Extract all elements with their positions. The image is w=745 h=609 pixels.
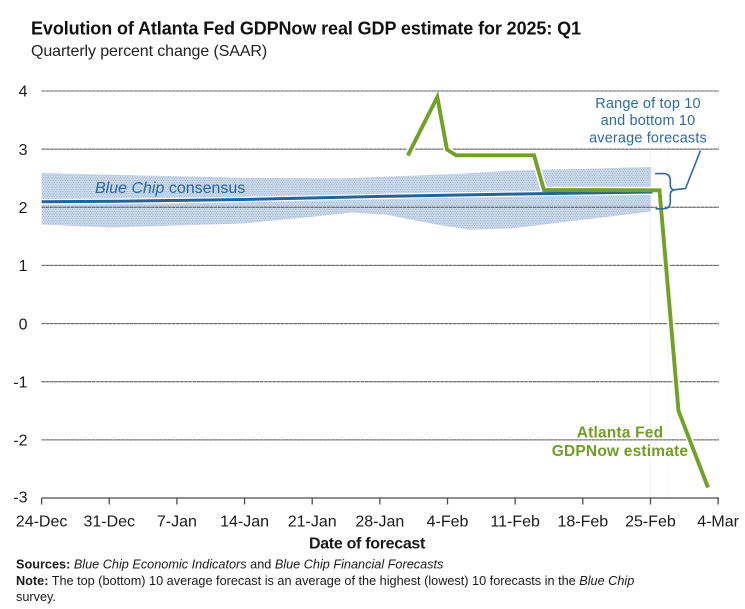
svg-text:-1: -1 — [13, 374, 27, 391]
svg-text:0: 0 — [19, 316, 28, 333]
svg-text:7-Jan: 7-Jan — [157, 514, 197, 531]
svg-text:Evolution of Atlanta Fed GDPNo: Evolution of Atlanta Fed GDPNow real GDP… — [31, 18, 581, 38]
svg-text:-3: -3 — [13, 489, 27, 506]
svg-text:28-Jan: 28-Jan — [355, 514, 404, 531]
svg-text:and bottom 10: and bottom 10 — [601, 113, 696, 129]
svg-text:Note: The top (bottom) 10 aver: Note: The top (bottom) 10 average foreca… — [16, 574, 634, 588]
svg-text:2: 2 — [19, 200, 28, 217]
svg-text:18-Feb: 18-Feb — [557, 514, 608, 531]
svg-text:4-Mar: 4-Mar — [697, 514, 739, 531]
svg-text:-2: -2 — [13, 433, 27, 450]
svg-text:GDPNow estimate: GDPNow estimate — [552, 443, 689, 460]
svg-text:14-Jan: 14-Jan — [220, 514, 269, 531]
svg-text:Atlanta Fed: Atlanta Fed — [577, 425, 664, 442]
svg-text:Date of forecast: Date of forecast — [309, 536, 426, 553]
svg-text:Quarterly percent change (SAAR: Quarterly percent change (SAAR) — [31, 43, 267, 60]
svg-text:Range of top 10: Range of top 10 — [595, 96, 700, 112]
svg-text:4-Feb: 4-Feb — [427, 514, 469, 531]
svg-text:1: 1 — [19, 258, 28, 275]
svg-text:average forecasts: average forecasts — [589, 131, 707, 147]
svg-text:24-Dec: 24-Dec — [16, 514, 68, 531]
svg-text:25-Feb: 25-Feb — [625, 514, 676, 531]
svg-text:Blue Chip consensus: Blue Chip consensus — [95, 180, 245, 197]
svg-text:21-Jan: 21-Jan — [288, 514, 337, 531]
svg-text:31-Dec: 31-Dec — [83, 514, 135, 531]
svg-text:3: 3 — [19, 142, 28, 159]
svg-text:11-Feb: 11-Feb — [490, 514, 540, 531]
svg-text:survey.: survey. — [16, 590, 56, 604]
svg-text:4: 4 — [19, 84, 28, 101]
svg-text:Sources: Blue Chip Economic In: Sources: Blue Chip Economic Indicators a… — [16, 558, 444, 572]
